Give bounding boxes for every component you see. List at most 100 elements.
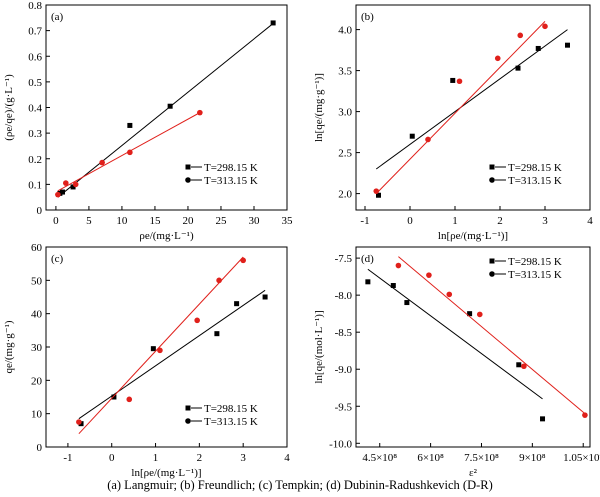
data-point xyxy=(167,103,173,109)
y-tick-label: -8.5 xyxy=(335,327,353,339)
y-tick-label: 0.4 xyxy=(28,103,42,115)
data-point xyxy=(216,277,222,284)
data-point xyxy=(365,279,371,285)
fit-line xyxy=(375,29,568,170)
x-tick-label: 20 xyxy=(182,215,194,227)
x-axis-label: ln[ρe/(mg·L⁻¹)] xyxy=(438,230,508,242)
legend-label: T=298.15 K xyxy=(204,403,258,415)
x-tick-label: 25 xyxy=(215,215,227,227)
data-point xyxy=(127,122,133,128)
data-point xyxy=(63,180,69,186)
x-tick-label: 0 xyxy=(109,452,115,464)
legend-label: T=313.15 K xyxy=(204,175,258,187)
x-tick-label: 10 xyxy=(116,215,128,227)
y-tick-label: 60 xyxy=(31,242,43,254)
legend-marker xyxy=(489,164,495,170)
panel-label: (d) xyxy=(361,253,374,265)
fit-line xyxy=(367,268,543,400)
data-point xyxy=(99,159,105,166)
chart-panel-1: 0 5 10 15 20 25 30 35 0 0.1 0.2 0.3 0.4 0.5 0.6 0.7 0.8 (… xyxy=(3,0,293,242)
legend: T=298.15 KT=313.15 K xyxy=(185,162,258,187)
x-tick-label: 4 xyxy=(587,215,593,227)
chart-panel-4: 4.5×10⁸ 6×10⁸ 7.5×10⁸ 9×10⁸ 1.05×10⁹ -10.0 -9.… xyxy=(313,246,600,479)
data-point xyxy=(270,20,276,26)
legend-marker xyxy=(185,418,191,424)
x-axis-label: ln[ρe/(mg·L⁻¹)] xyxy=(131,467,201,479)
x-tick-label: 0 xyxy=(53,215,59,227)
x-tick-label: 3 xyxy=(240,452,246,464)
series-1 xyxy=(365,268,546,422)
legend-label: T=313.15 K xyxy=(204,416,258,428)
legend-marker xyxy=(185,164,191,170)
plot-frame xyxy=(355,4,591,211)
series-2 xyxy=(76,256,246,435)
legend-marker xyxy=(489,271,495,277)
chart-panel-3: -1 0 1 2 3 40102030405060(c)ln[ρe/(mg·L⁻¹)]qe… xyxy=(3,242,290,479)
y-tick-label: -9.0 xyxy=(335,364,353,376)
y-tick-label: 2.0 xyxy=(338,189,352,201)
x-axis-label: ρe/(mg·L⁻¹) xyxy=(139,230,194,242)
fit-line xyxy=(78,289,266,420)
panel-label: (b) xyxy=(361,11,374,23)
y-axis-label: (ρe/qe)/(g·L⁻¹) xyxy=(3,74,15,141)
fit-line xyxy=(375,21,546,194)
y-tick-label: -8.0 xyxy=(335,290,353,302)
data-point xyxy=(127,149,133,156)
y-tick-label: 3.0 xyxy=(338,107,352,119)
x-tick-label: 7.5×10⁸ xyxy=(464,452,499,464)
data-point xyxy=(409,133,415,139)
panel-label: (a) xyxy=(51,11,64,23)
legend-marker xyxy=(185,177,191,183)
figure-caption: (a) Langmuir; (b) Freundlich; (c) Tempki… xyxy=(107,478,493,492)
y-tick-label: 0.5 xyxy=(28,77,42,89)
data-point xyxy=(234,301,240,307)
y-axis-label: qe/(mg·g⁻¹) xyxy=(3,320,15,373)
series-1 xyxy=(375,29,570,198)
data-point xyxy=(582,412,588,418)
x-tick-label: 2 xyxy=(197,452,203,464)
series-2 xyxy=(373,21,548,194)
data-point xyxy=(60,189,66,195)
data-point xyxy=(126,396,133,403)
fit-line xyxy=(57,22,275,198)
x-tick-label: 30 xyxy=(248,215,260,227)
y-tick-label: 30 xyxy=(31,342,43,354)
data-point xyxy=(197,109,203,116)
legend-marker xyxy=(489,258,495,264)
data-point xyxy=(450,77,456,83)
data-point xyxy=(157,347,163,354)
y-tick-label: 2.5 xyxy=(338,148,352,160)
data-point xyxy=(150,346,156,352)
legend-label: T=298.15 K xyxy=(508,162,562,174)
legend: T=298.15 KT=313.15 K xyxy=(489,162,562,187)
y-tick-label: 0.2 xyxy=(28,154,42,166)
legend-label: T=298.15 K xyxy=(204,162,258,174)
data-point xyxy=(390,283,396,289)
data-point xyxy=(535,45,541,51)
y-tick-label: -10.0 xyxy=(329,438,352,450)
x-tick-label: 0 xyxy=(407,215,413,227)
x-axis-label: ε² xyxy=(469,467,478,479)
data-point xyxy=(516,362,522,368)
data-point xyxy=(467,311,473,317)
y-tick-label: 10 xyxy=(31,409,43,421)
data-point xyxy=(446,291,453,298)
y-tick-label: -9.5 xyxy=(335,401,353,413)
legend-label: T=313.15 K xyxy=(508,175,562,187)
x-tick-label: 15 xyxy=(149,215,161,227)
y-tick-label: 0 xyxy=(37,442,43,454)
y-tick-label: 3.5 xyxy=(338,66,352,78)
y-tick-label: 0.8 xyxy=(28,0,42,12)
data-point xyxy=(395,262,402,269)
x-tick-label: 35 xyxy=(282,215,294,227)
legend: T=298.15 KT=313.15 K xyxy=(185,403,258,428)
y-tick-label: 0.6 xyxy=(28,51,42,63)
panel-label: (c) xyxy=(51,253,64,265)
legend-label: T=313.15 K xyxy=(508,269,562,281)
y-tick-label: 40 xyxy=(31,309,43,321)
data-point xyxy=(55,191,61,198)
data-point xyxy=(515,65,521,71)
x-tick-label: 2 xyxy=(497,215,503,227)
data-point xyxy=(542,23,548,30)
